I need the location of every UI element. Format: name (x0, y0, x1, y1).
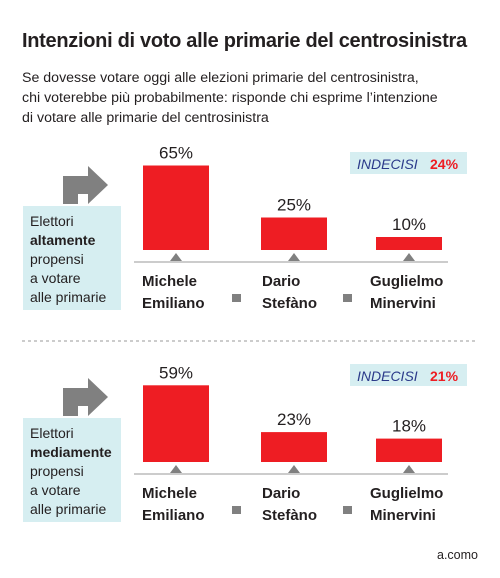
category-separator (343, 506, 352, 514)
category-label: Minervini (370, 507, 436, 524)
category-separator (232, 294, 241, 302)
category-label: Michele (142, 273, 197, 290)
undecided-box (350, 152, 467, 174)
category-label: Guglielmo (370, 485, 443, 502)
bar-value-label: 23% (277, 410, 311, 429)
category-label: Dario (262, 273, 300, 290)
group-label-line: a votare (30, 482, 81, 498)
group-label-line: altamente (30, 232, 96, 248)
category-label: Dario (262, 485, 300, 502)
arrow-icon (63, 166, 108, 204)
undecided-value: 21% (430, 368, 459, 384)
bar-value-label: 18% (392, 417, 426, 436)
subtitle-line: di votare alle primarie del centrosinist… (22, 110, 269, 126)
bar (376, 438, 442, 462)
category-label: Stefàno (262, 507, 317, 524)
bar-marker-triangle (403, 465, 415, 473)
bar-value-label: 25% (277, 196, 311, 215)
bar (261, 432, 327, 462)
undecided-label: INDECISI (357, 156, 418, 172)
category-label: Michele (142, 485, 197, 502)
subtitle-line: Se dovesse votare oggi alle elezioni pri… (22, 70, 419, 86)
group-label-line: propensi (30, 251, 84, 267)
bar (261, 217, 327, 250)
group-label-line: a votare (30, 270, 81, 286)
bar-marker-triangle (288, 465, 300, 473)
bar-value-label: 65% (159, 144, 193, 163)
arrow-icon (63, 378, 108, 416)
group-label-line: mediamente (30, 444, 112, 460)
category-label: Emiliano (142, 507, 205, 524)
subtitle-line: chi voterebbe più probabilmente: rispond… (22, 90, 438, 106)
chart-title: Intenzioni di voto alle primarie del cen… (22, 30, 467, 52)
category-label: Emiliano (142, 295, 205, 312)
category-separator (343, 294, 352, 302)
bar-marker-triangle (170, 465, 182, 473)
undecided-box (350, 364, 467, 386)
category-label: Guglielmo (370, 273, 443, 290)
category-label: Minervini (370, 295, 436, 312)
group-label-box (23, 206, 121, 310)
bar (376, 237, 442, 250)
group-label-line: Elettori (30, 213, 74, 229)
bar-marker-triangle (288, 253, 300, 261)
group-label-line: alle primarie (30, 501, 106, 517)
undecided-value: 24% (430, 156, 459, 172)
bar (143, 165, 209, 250)
group-label-box (23, 418, 121, 522)
undecided-label: INDECISI (357, 368, 418, 384)
bar-value-label: 59% (159, 363, 193, 382)
bar-marker-triangle (170, 253, 182, 261)
group-label-line: propensi (30, 463, 84, 479)
bar-marker-triangle (403, 253, 415, 261)
category-separator (232, 506, 241, 514)
group-label-line: alle primarie (30, 289, 106, 305)
bar (143, 385, 209, 462)
group-label-line: Elettori (30, 425, 74, 441)
credit-label: a.como (437, 548, 478, 562)
bar-value-label: 10% (392, 215, 426, 234)
chart-subtitle: Se dovesse votare oggi alle elezioni pri… (22, 68, 482, 128)
category-label: Stefàno (262, 295, 317, 312)
